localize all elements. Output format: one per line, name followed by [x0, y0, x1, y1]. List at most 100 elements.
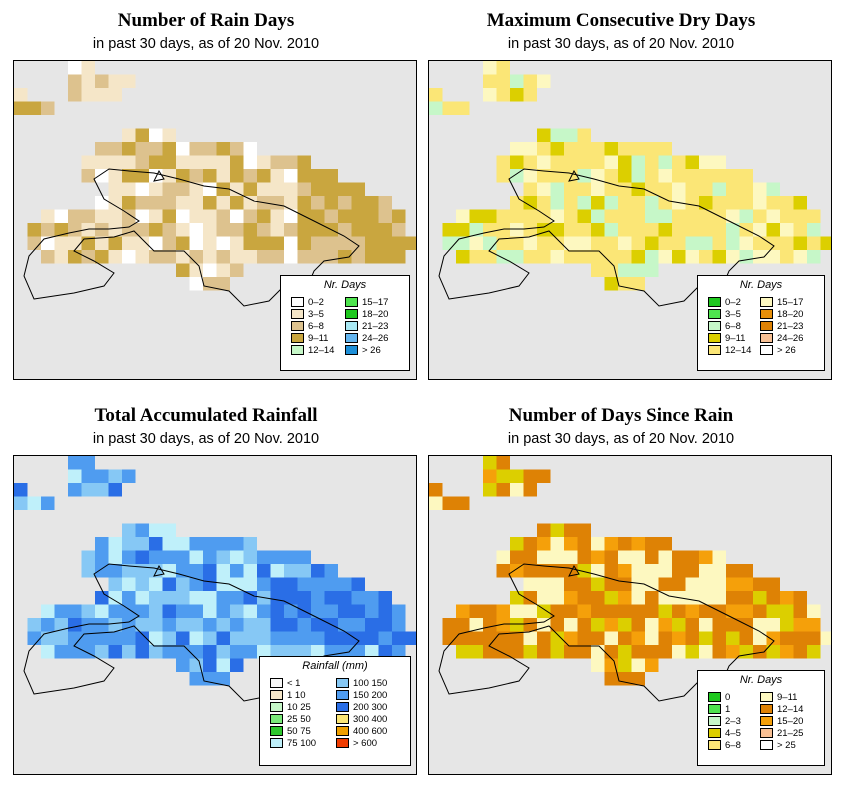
map-grid-cell [550, 142, 564, 156]
map-grid-cell [54, 618, 68, 632]
map-grid-cell [604, 155, 618, 169]
map-grid-cell [604, 618, 618, 632]
map-grid-cell [122, 169, 136, 183]
map-grid-cell [672, 250, 686, 264]
map-grid-cell [284, 182, 298, 196]
map-grid-cell [257, 250, 271, 264]
map-grid-cell [523, 469, 537, 483]
map-grid-cell [270, 182, 284, 196]
map-grid-cell [604, 277, 618, 291]
map-grid-cell [780, 631, 794, 645]
map-grid-cell [203, 550, 217, 564]
map-grid-cell [270, 209, 284, 223]
map-grid-cell [95, 564, 109, 578]
map-grid-cell [618, 236, 632, 250]
map-grid-cell [243, 564, 257, 578]
map-grid-cell [54, 604, 68, 618]
map-grid-cell [564, 577, 578, 591]
map-grid-cell [564, 645, 578, 659]
legend-swatch [270, 690, 283, 700]
map-grid-cell [122, 469, 136, 483]
map-grid-cell [135, 250, 149, 264]
map-grid-cell [820, 631, 831, 645]
map-grid-cell [189, 618, 203, 632]
map-grid-cell [645, 142, 659, 156]
map-grid-cell [189, 223, 203, 237]
map-grid-cell [135, 564, 149, 578]
legend-item: 21–23 [760, 321, 803, 332]
map-grid-cell [726, 618, 740, 632]
rainfall-panel: Total Accumulated Rainfall in past 30 da… [0, 395, 417, 785]
legend-item: > 26 [760, 345, 796, 356]
map-grid-cell [189, 645, 203, 659]
map-grid-cell [483, 618, 497, 632]
map-grid-cell [189, 209, 203, 223]
map-grid-cell [550, 537, 564, 551]
legend-item: < 1 [270, 678, 300, 689]
map-grid-cell [243, 142, 257, 156]
map-grid-cell [284, 604, 298, 618]
map-grid-cell [699, 631, 713, 645]
map-grid-cell [672, 564, 686, 578]
map-grid-cell [510, 483, 524, 497]
map-grid-cell [95, 645, 109, 659]
map-grid-cell [297, 169, 311, 183]
map-grid-cell [81, 550, 95, 564]
map-grid-cell [537, 469, 551, 483]
map-grid-cell [631, 658, 645, 672]
map-grid-cell [230, 618, 244, 632]
map-grid-cell [658, 169, 672, 183]
legend-item: 24–26 [345, 333, 388, 344]
map-grid-cell [604, 196, 618, 210]
map-grid-cell [564, 236, 578, 250]
map-grid-cell [189, 550, 203, 564]
map-grid-cell [365, 591, 379, 605]
map-grid-cell [496, 88, 510, 102]
map-grid-cell [324, 169, 338, 183]
map-grid-cell [442, 496, 456, 510]
map-grid-cell [726, 236, 740, 250]
map-grid-cell [216, 263, 230, 277]
map-grid-cell [685, 155, 699, 169]
map-grid-cell [95, 537, 109, 551]
map-grid-cell [270, 618, 284, 632]
map-grid-cell [645, 169, 659, 183]
legend-title: Nr. Days [323, 279, 367, 291]
map-grid-cell [658, 223, 672, 237]
legend-swatch [291, 333, 304, 343]
map-grid-cell [604, 591, 618, 605]
map-grid-cell [176, 550, 190, 564]
map-grid-cell [81, 250, 95, 264]
map-grid-cell [378, 618, 392, 632]
map-grid-cell [672, 223, 686, 237]
panel-title: Total Accumulated Rainfall [94, 405, 318, 426]
map-grid-cell [618, 182, 632, 196]
map-grid-cell [297, 577, 311, 591]
map-grid-cell [591, 618, 605, 632]
legend-swatch [760, 321, 773, 331]
map-grid-cell [753, 631, 767, 645]
legend-item: 3–5 [708, 309, 741, 320]
legend-item: 9–11 [708, 333, 745, 344]
map-grid-cell [523, 577, 537, 591]
legend-item: > 25 [760, 740, 796, 751]
map-grid-cell [378, 196, 392, 210]
map-grid-cell [108, 209, 122, 223]
map-grid-cell [577, 128, 591, 142]
map-grid-cell [311, 604, 325, 618]
map-grid-cell [550, 196, 564, 210]
legend-swatch [336, 678, 349, 688]
map-grid-cell [176, 182, 190, 196]
map-grid-cell [631, 209, 645, 223]
map-grid-cell [537, 209, 551, 223]
map-grid-cell [631, 672, 645, 686]
map-grid-cell [122, 577, 136, 591]
map-grid-cell [324, 250, 338, 264]
map-grid-cell [537, 250, 551, 264]
map-grid-cell [27, 223, 41, 237]
map-grid-cell [392, 645, 406, 659]
map-grid-cell [41, 604, 55, 618]
map-grid-cell [176, 263, 190, 277]
rain-days-map: Nr. Days 0–2 3–5 6–8 9–11 12–14 15–17 18… [13, 60, 417, 380]
map-grid-cell [699, 182, 713, 196]
